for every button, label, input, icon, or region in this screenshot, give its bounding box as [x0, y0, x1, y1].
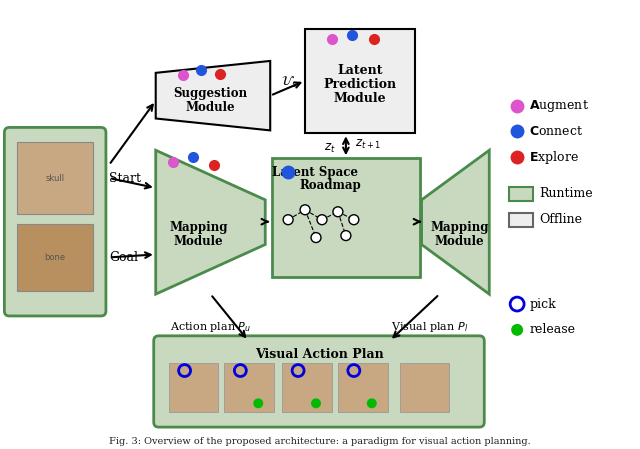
- Circle shape: [333, 207, 343, 217]
- Circle shape: [300, 205, 310, 215]
- Bar: [509, 213, 533, 227]
- Text: Visual Action Plan: Visual Action Plan: [255, 348, 383, 361]
- Circle shape: [253, 398, 263, 408]
- Text: Module: Module: [435, 235, 484, 248]
- Text: $\mathcal{U}_s$: $\mathcal{U}_s$: [281, 75, 298, 90]
- FancyBboxPatch shape: [4, 128, 106, 316]
- Text: Offline: Offline: [539, 213, 582, 226]
- Bar: [509, 187, 533, 201]
- Circle shape: [349, 215, 359, 224]
- Circle shape: [283, 215, 293, 224]
- Circle shape: [311, 233, 321, 242]
- Circle shape: [341, 231, 351, 241]
- Bar: [225, 363, 274, 412]
- Text: Prediction: Prediction: [323, 78, 396, 91]
- Text: Goal: Goal: [109, 251, 138, 264]
- Circle shape: [367, 398, 377, 408]
- Text: Module: Module: [186, 101, 236, 114]
- Text: $\mathbf{A}$ugment: $\mathbf{A}$ugment: [529, 97, 589, 114]
- Bar: [282, 363, 332, 412]
- Text: Module: Module: [333, 92, 386, 105]
- Text: Start: Start: [109, 172, 141, 185]
- Text: Fig. 3: Overview of the proposed architecture: a paradigm for visual action plan: Fig. 3: Overview of the proposed archite…: [109, 437, 531, 446]
- Text: Runtime: Runtime: [539, 187, 593, 200]
- Bar: [272, 158, 420, 277]
- Text: Action plan $P_u$: Action plan $P_u$: [170, 320, 251, 334]
- Text: Mapping: Mapping: [430, 221, 489, 234]
- Text: pick: pick: [529, 298, 556, 311]
- FancyBboxPatch shape: [154, 336, 484, 427]
- Bar: [305, 29, 415, 133]
- Bar: [338, 363, 388, 412]
- Polygon shape: [156, 61, 270, 130]
- Polygon shape: [156, 150, 265, 294]
- Circle shape: [311, 398, 321, 408]
- Text: Latent: Latent: [337, 64, 383, 77]
- Text: release: release: [529, 323, 575, 336]
- Bar: [17, 142, 93, 214]
- Bar: [399, 363, 449, 412]
- Text: Module: Module: [173, 235, 223, 248]
- Text: $z_t$: $z_t$: [324, 142, 336, 155]
- Text: Visual plan $P_l$: Visual plan $P_l$: [391, 320, 468, 334]
- Circle shape: [317, 215, 327, 224]
- Text: Latent Space: Latent Space: [272, 166, 358, 179]
- Bar: [17, 224, 93, 291]
- Text: $z_{t+1}$: $z_{t+1}$: [355, 138, 381, 151]
- Text: Mapping: Mapping: [169, 221, 228, 234]
- Bar: [169, 363, 218, 412]
- Text: skull: skull: [45, 173, 65, 183]
- Text: $\mathbf{C}$onnect: $\mathbf{C}$onnect: [529, 125, 583, 138]
- Text: Suggestion: Suggestion: [173, 87, 248, 100]
- Text: Roadmap: Roadmap: [299, 180, 361, 193]
- Polygon shape: [422, 150, 489, 294]
- Text: $\mathbf{E}$xplore: $\mathbf{E}$xplore: [529, 149, 579, 166]
- Circle shape: [511, 324, 523, 336]
- Text: bone: bone: [45, 253, 66, 262]
